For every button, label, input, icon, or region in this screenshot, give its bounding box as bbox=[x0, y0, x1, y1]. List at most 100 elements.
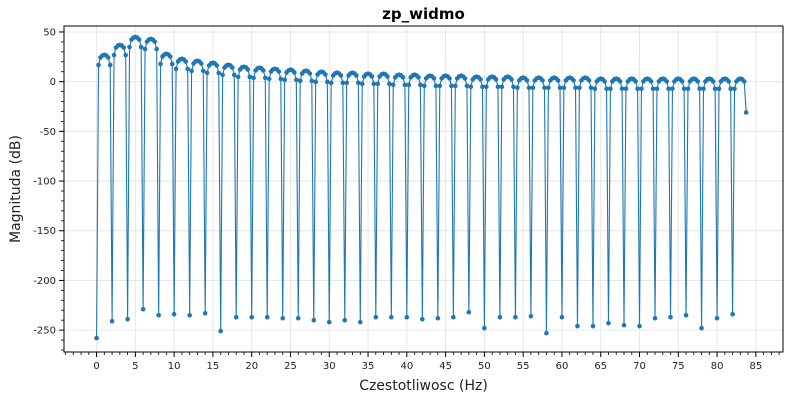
data-point bbox=[173, 66, 179, 72]
data-point bbox=[466, 309, 472, 315]
data-point bbox=[294, 77, 299, 83]
y-tick-label: -250 bbox=[33, 326, 56, 337]
data-point bbox=[127, 44, 132, 50]
data-point bbox=[94, 335, 99, 341]
data-point bbox=[621, 322, 627, 328]
data-point bbox=[387, 81, 392, 87]
data-point bbox=[604, 86, 609, 92]
data-point bbox=[307, 71, 313, 76]
x-tick-label: 70 bbox=[633, 361, 646, 372]
data-point bbox=[617, 79, 623, 84]
data-point bbox=[478, 77, 483, 82]
data-point bbox=[650, 86, 656, 92]
data-point bbox=[453, 83, 458, 89]
x-tick-label: 40 bbox=[400, 361, 413, 372]
data-point bbox=[730, 311, 735, 317]
data-point bbox=[716, 86, 722, 92]
data-point bbox=[482, 325, 487, 331]
data-point bbox=[214, 63, 220, 68]
data-point bbox=[278, 76, 284, 82]
data-point bbox=[623, 86, 629, 92]
x-tick-label: 5 bbox=[132, 361, 138, 372]
x-tick-label: 75 bbox=[672, 361, 685, 372]
data-point bbox=[292, 70, 297, 75]
data-point bbox=[602, 79, 607, 84]
data-point bbox=[198, 61, 204, 66]
data-point bbox=[619, 86, 625, 92]
data-point bbox=[231, 72, 237, 78]
y-tick-label: 50 bbox=[43, 27, 56, 38]
data-point bbox=[633, 79, 638, 84]
data-point bbox=[389, 314, 394, 320]
data-point bbox=[637, 323, 642, 329]
x-tick-label: 45 bbox=[439, 361, 452, 372]
data-point bbox=[449, 83, 454, 89]
data-point bbox=[699, 325, 704, 331]
x-tick-label: 10 bbox=[168, 361, 181, 372]
x-tick-label: 0 bbox=[93, 361, 99, 372]
data-point bbox=[264, 314, 270, 320]
data-point bbox=[326, 319, 332, 325]
data-point bbox=[515, 85, 520, 91]
data-point bbox=[354, 73, 359, 78]
y-tick-label: 0 bbox=[50, 77, 56, 88]
y-axis-label: Magnituda (dB) bbox=[8, 135, 24, 243]
x-axis-label: Czestotliwosc (Hz) bbox=[359, 378, 488, 394]
data-point bbox=[230, 65, 235, 70]
data-point bbox=[220, 72, 225, 78]
data-point bbox=[262, 75, 268, 81]
data-point bbox=[152, 39, 158, 44]
data-point bbox=[245, 67, 251, 72]
data-point bbox=[732, 86, 737, 92]
data-point bbox=[373, 314, 379, 320]
x-tick-label: 65 bbox=[594, 361, 607, 372]
data-point bbox=[493, 77, 499, 82]
data-point bbox=[666, 86, 671, 92]
data-point bbox=[431, 76, 437, 81]
data-point bbox=[592, 86, 598, 92]
data-point bbox=[701, 86, 706, 92]
data-point bbox=[342, 317, 348, 323]
data-point bbox=[726, 79, 732, 84]
data-point bbox=[96, 62, 101, 68]
data-point bbox=[109, 318, 115, 324]
data-point bbox=[356, 80, 361, 86]
y-tick-label: -100 bbox=[33, 177, 56, 188]
data-point bbox=[404, 314, 410, 320]
data-point bbox=[712, 86, 718, 92]
data-point bbox=[125, 316, 130, 322]
data-point bbox=[359, 81, 365, 87]
chart-title: zp_widmo bbox=[382, 5, 465, 23]
data-point bbox=[295, 315, 301, 321]
data-point bbox=[261, 68, 266, 73]
data-point bbox=[654, 86, 660, 92]
data-point bbox=[328, 80, 334, 86]
data-point bbox=[497, 314, 503, 320]
data-point bbox=[509, 77, 514, 82]
data-point bbox=[728, 86, 733, 92]
data-point bbox=[309, 78, 315, 84]
data-point bbox=[420, 316, 425, 322]
data-point bbox=[140, 306, 146, 312]
data-point bbox=[136, 37, 142, 42]
data-point bbox=[670, 86, 675, 92]
data-point bbox=[282, 77, 287, 83]
data-point bbox=[433, 83, 439, 89]
data-point bbox=[683, 312, 689, 318]
data-point bbox=[575, 323, 580, 329]
data-point bbox=[297, 78, 303, 84]
data-point bbox=[406, 82, 412, 88]
data-point bbox=[402, 82, 408, 88]
data-point bbox=[218, 328, 223, 334]
data-point bbox=[105, 55, 111, 60]
data-point bbox=[123, 52, 128, 58]
data-point bbox=[280, 315, 286, 321]
data-point bbox=[167, 54, 173, 59]
data-point bbox=[495, 84, 501, 90]
x-tick-label: 60 bbox=[556, 361, 569, 372]
data-point bbox=[200, 68, 206, 74]
y-tick-label: -200 bbox=[33, 276, 56, 287]
x-tick-label: 55 bbox=[517, 361, 530, 372]
data-point bbox=[204, 70, 210, 76]
